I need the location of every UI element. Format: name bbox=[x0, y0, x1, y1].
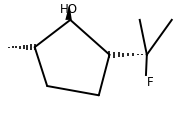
Text: F: F bbox=[147, 76, 154, 89]
Polygon shape bbox=[65, 5, 72, 21]
Text: HO: HO bbox=[59, 3, 78, 16]
